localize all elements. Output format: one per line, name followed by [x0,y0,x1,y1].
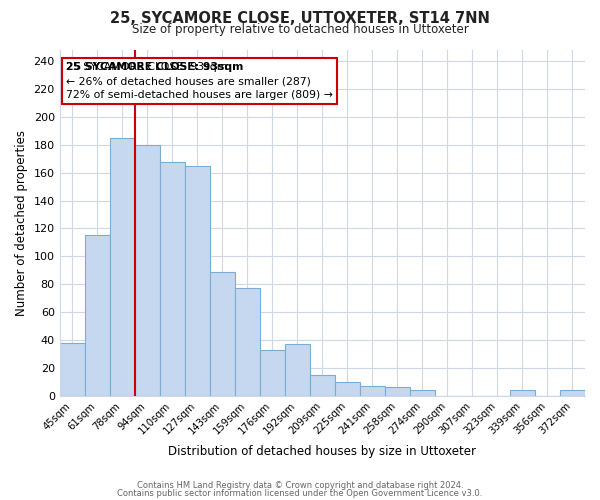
Bar [160,162,185,396]
Bar [385,388,410,396]
Bar [210,272,235,396]
Bar [260,350,285,396]
Text: 25, SYCAMORE CLOSE, UTTOXETER, ST14 7NN: 25, SYCAMORE CLOSE, UTTOXETER, ST14 7NN [110,11,490,26]
Text: Contains public sector information licensed under the Open Government Licence v3: Contains public sector information licen… [118,488,482,498]
Text: 25 SYCAMORE CLOSE: 93sqm
← 26% of detached houses are smaller (287)
72% of semi-: 25 SYCAMORE CLOSE: 93sqm ← 26% of detach… [66,62,333,100]
Bar [110,138,135,396]
Bar [59,342,85,396]
Bar [235,288,260,396]
X-axis label: Distribution of detached houses by size in Uttoxeter: Distribution of detached houses by size … [169,444,476,458]
Bar [85,236,110,396]
Bar [285,344,310,396]
Text: Size of property relative to detached houses in Uttoxeter: Size of property relative to detached ho… [131,22,469,36]
Bar [135,145,160,396]
Bar [335,382,360,396]
Bar [185,166,210,396]
Bar [310,375,335,396]
Y-axis label: Number of detached properties: Number of detached properties [15,130,28,316]
Bar [560,390,585,396]
Text: Contains HM Land Registry data © Crown copyright and database right 2024.: Contains HM Land Registry data © Crown c… [137,481,463,490]
Bar [360,386,385,396]
Text: 25 SYCAMORE CLOSE: 93sqm: 25 SYCAMORE CLOSE: 93sqm [66,62,244,72]
Bar [410,390,435,396]
Bar [510,390,535,396]
